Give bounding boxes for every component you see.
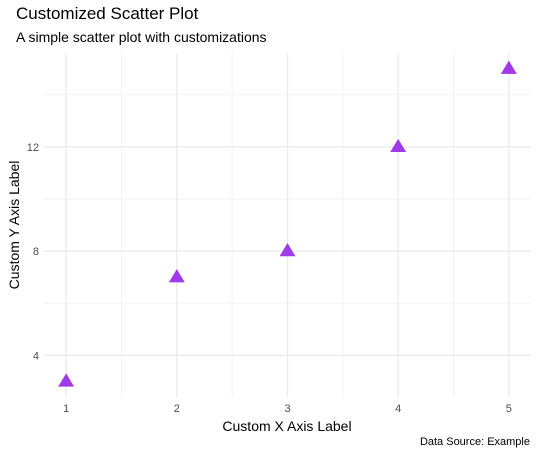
y-tick-label: 8 [33, 246, 39, 258]
y-axis-ticks: 4 8 12 [27, 142, 39, 362]
y-tick-label: 4 [33, 350, 39, 362]
data-point [58, 373, 75, 387]
data-point [279, 243, 296, 257]
x-tick-label: 3 [284, 403, 290, 415]
x-axis-title: Custom X Axis Label [222, 418, 351, 434]
x-axis-ticks: 1 2 3 4 5 [63, 403, 512, 415]
chart-subtitle: A simple scatter plot with customization… [16, 29, 267, 45]
x-tick-label: 5 [506, 403, 512, 415]
data-points [58, 60, 517, 387]
data-point [168, 269, 185, 283]
x-tick-label: 1 [63, 403, 69, 415]
grid-lines [44, 53, 531, 397]
y-axis-title: Custom Y Axis Label [6, 161, 22, 290]
chart-caption: Data Source: Example [419, 436, 530, 448]
x-tick-label: 4 [395, 403, 401, 415]
data-point [390, 138, 407, 153]
data-point [500, 60, 517, 74]
chart-title: Customized Scatter Plot [16, 4, 199, 23]
y-tick-label: 12 [27, 142, 39, 154]
x-tick-label: 2 [174, 403, 180, 415]
